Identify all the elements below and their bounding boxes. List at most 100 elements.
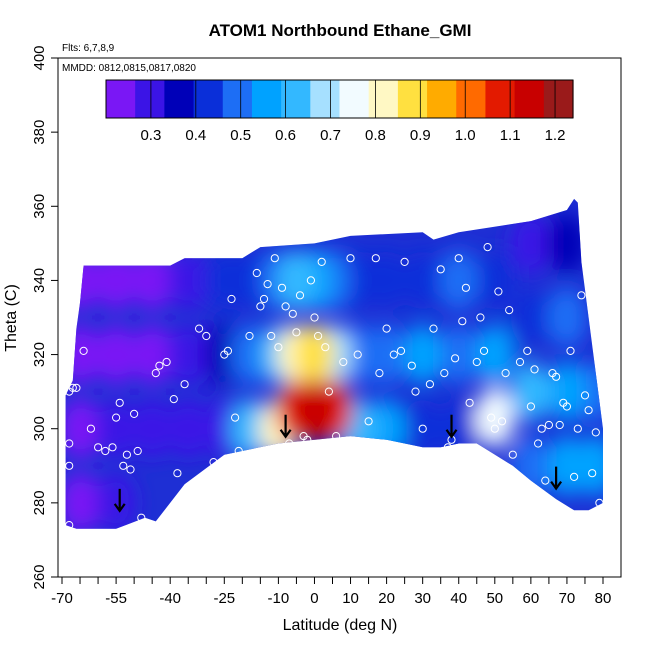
x-tick-label: -55 [105, 590, 127, 607]
observation-point [425, 380, 434, 389]
observation-point [508, 450, 517, 459]
x-tick-label: 50 [486, 590, 503, 607]
observation-point [112, 413, 121, 422]
observation-point [458, 317, 467, 326]
observation-point [195, 324, 204, 333]
field-cell [168, 250, 209, 311]
field-cell [229, 398, 270, 459]
observation-point [497, 417, 507, 426]
colorbar-cell [164, 80, 195, 118]
chart-title: ATOM1 Northbound Ethane_GMI [209, 21, 472, 40]
x-axis-label: Latitude (deg N) [283, 617, 398, 634]
observation-point [101, 446, 110, 456]
y-axis-label: Theta (C) [3, 284, 20, 352]
colorbar-tick-label: 1.1 [500, 127, 521, 144]
colorbar-cell [310, 80, 341, 118]
field-cell [510, 213, 551, 274]
y-tick-label: 340 [31, 268, 48, 293]
observation-point [94, 443, 103, 452]
observation-point [65, 461, 74, 470]
colorbar-cell [397, 80, 428, 118]
observation-point [443, 443, 452, 452]
observation-point [277, 283, 287, 292]
y-axis: 260 280 300 320 340 360 380 400 [31, 45, 58, 590]
observation-point [285, 439, 294, 448]
colorbar-cell [251, 80, 282, 118]
flight-markers [113, 414, 563, 513]
observation-point [353, 350, 362, 359]
observation-point [375, 369, 384, 378]
field-cell [294, 380, 335, 441]
observation-point [440, 369, 449, 378]
x-tick-label: -70 [51, 590, 73, 607]
y-tick-label: 380 [31, 120, 48, 145]
observation-point [274, 343, 283, 352]
observation-point [68, 383, 77, 392]
x-tick-label: -25 [213, 590, 235, 607]
colorbar-cell [135, 80, 165, 118]
observation-point [505, 306, 514, 315]
observation-point [371, 254, 380, 263]
colorbar-tick-label: 0.6 [275, 127, 296, 144]
observation-point [515, 357, 525, 367]
observation-point [364, 417, 373, 426]
observation-point [570, 472, 579, 481]
field-cell [96, 472, 137, 529]
colorbar-ticks: 0.3 0.4 0.5 0.6 0.7 0.8 0.9 1.0 1.1 1.2 [140, 80, 565, 144]
x-tick-label: 80 [595, 590, 612, 607]
observation-point [451, 354, 460, 363]
observation-point [483, 243, 492, 252]
observation-point [580, 391, 590, 400]
observation-point [259, 294, 269, 304]
field-cell [474, 250, 515, 311]
observation-point [321, 343, 330, 352]
observation-point [339, 357, 348, 367]
colorbar-cell [456, 80, 487, 118]
observation-point [487, 413, 496, 422]
observation-point [324, 387, 333, 396]
x-axis: -70 -55 -40 -25 -10 0 10 20 30 40 50 60 70 80 [51, 577, 611, 607]
x-tick-label: 20 [378, 590, 395, 607]
observation-point [317, 257, 326, 266]
colorbar-cell [106, 80, 136, 118]
observation-point [541, 476, 550, 485]
field-cell [96, 398, 137, 459]
observation-point [555, 420, 564, 430]
observation-point [407, 361, 416, 370]
observation-point [295, 291, 305, 300]
observation-point [584, 406, 593, 415]
field-cell [546, 287, 587, 348]
observation-point [126, 465, 135, 474]
observation-point [490, 424, 499, 433]
field-cell [575, 435, 604, 496]
x-tick-label: 30 [414, 590, 431, 607]
observation-point [122, 450, 132, 459]
y-tick-label: 320 [31, 342, 48, 367]
observation-point [476, 313, 485, 322]
field-cell [366, 324, 407, 385]
x-tick-label: 0 [310, 590, 318, 607]
observation-point [151, 369, 160, 378]
observation-point [173, 469, 182, 478]
y-tick-label: 400 [31, 45, 48, 70]
observation-point [346, 254, 355, 263]
field-cell [438, 250, 479, 311]
field-cell [402, 324, 443, 385]
observation-point [79, 346, 88, 355]
colorbar: 0.3 0.4 0.5 0.6 0.7 0.8 0.9 1.0 1.1 1.2 [105, 79, 574, 144]
observation-point [223, 346, 232, 355]
dates-annotation: MMDD: 0812,0815,0817,0820 [62, 63, 196, 74]
y-tick-label: 360 [31, 194, 48, 219]
observation-point [595, 498, 604, 507]
observation-point [465, 398, 474, 407]
colorbar-cell [543, 80, 574, 118]
observation-point [396, 346, 406, 355]
observation-point [72, 383, 81, 392]
observation-point [162, 357, 171, 367]
y-tick-label: 300 [31, 416, 48, 441]
field-cell [96, 250, 137, 311]
colorbar-tick-label: 0.8 [365, 127, 386, 144]
colorbar-cell [193, 80, 224, 118]
field-cell [402, 398, 443, 459]
